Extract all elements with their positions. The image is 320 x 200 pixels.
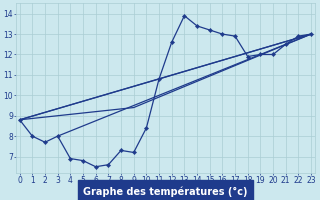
X-axis label: Graphe des températures (°c): Graphe des températures (°c) <box>83 186 248 197</box>
